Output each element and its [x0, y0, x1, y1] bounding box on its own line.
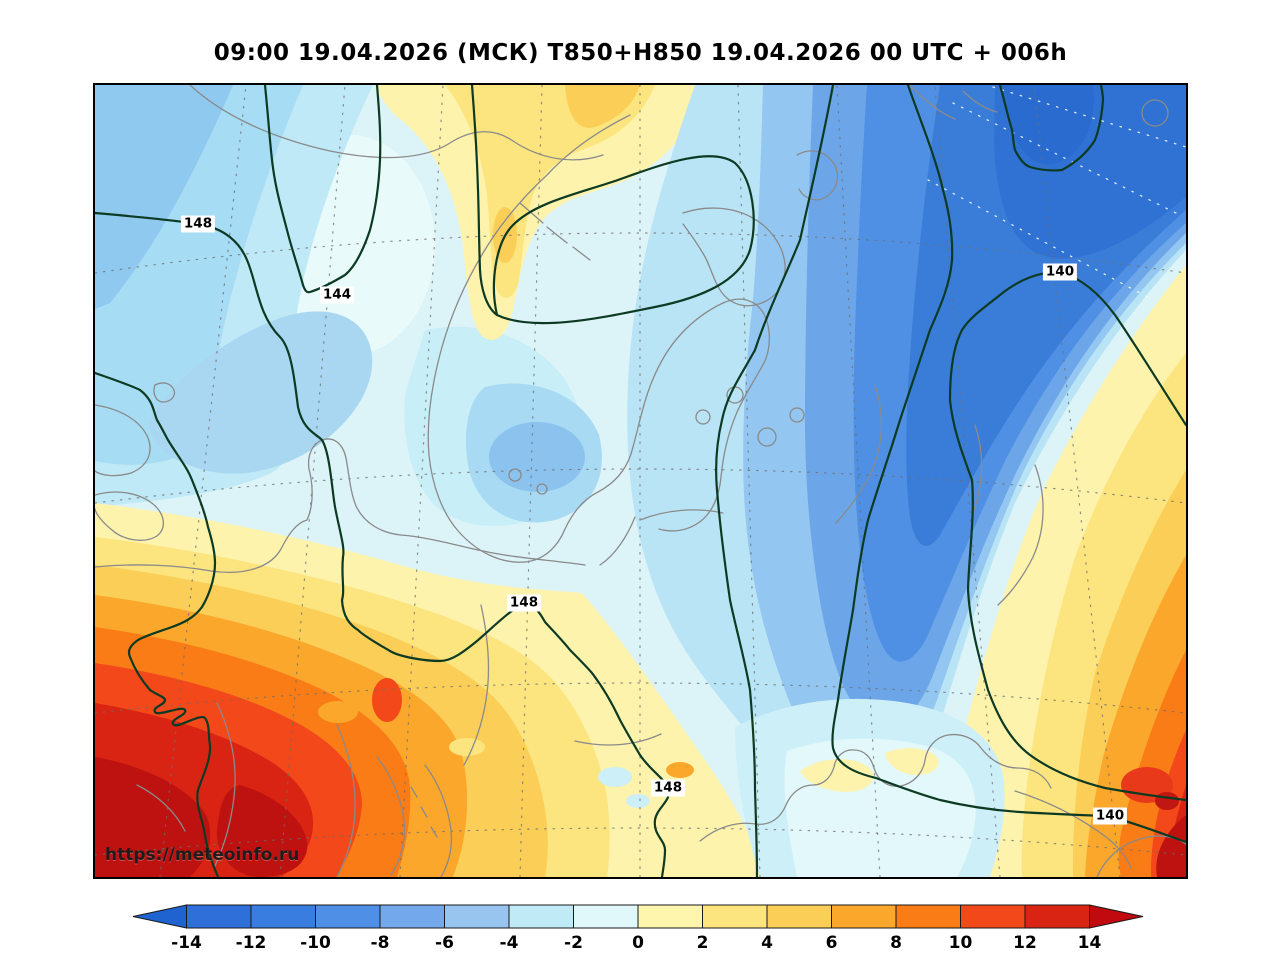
colorbar-segment-9: [766, 904, 832, 929]
colorbar-segment-1: [250, 904, 316, 929]
contour-trough-axis: [714, 85, 835, 877]
colorbar-segment-3: [379, 904, 445, 929]
colorbar-tick-2: 2: [697, 933, 709, 953]
colorbar-segment-13: [1024, 904, 1090, 929]
colorbar-tick-10: 10: [949, 933, 973, 953]
colorbar-tick--2: -2: [564, 933, 583, 953]
contour-baltic-loop: [492, 155, 755, 325]
colorbar-tick--10: -10: [300, 933, 331, 953]
colorbar-segment-7: [637, 904, 703, 929]
colorbar-segment-2: [315, 904, 381, 929]
contour-label-148-0: 148: [180, 215, 216, 233]
colorbar-segment-10: [831, 904, 897, 929]
colorbar-tick--6: -6: [435, 933, 454, 953]
colorbar-left-arrow: [132, 904, 187, 929]
colorbar-segment-0: [186, 904, 252, 929]
contour-label-148-3: 148: [506, 594, 542, 612]
colorbar-tick-4: 4: [761, 933, 773, 953]
colorbar-segment-8: [702, 904, 768, 929]
forecast-map: 148 144 140 148 148 140 https://meteoinfo.ru: [93, 83, 1188, 879]
colorbar-tick-6: 6: [826, 933, 838, 953]
colorbar-tick-12: 12: [1013, 933, 1037, 953]
contour-ne-loop: [998, 85, 1105, 172]
temperature-colorbar: -14 -12 -10 -8 -6 -4 -2 0 2 4 6 8 10 12 14: [132, 904, 1144, 953]
contour-144-arch: [263, 85, 382, 294]
colorbar-right-arrow: [1089, 904, 1144, 929]
colorbar-segment-4: [444, 904, 510, 929]
colorbar-segment-12: [960, 904, 1026, 929]
colorbar-segment-11: [895, 904, 961, 929]
colorbar-tick-14: 14: [1078, 933, 1102, 953]
contour-label-144-1: 144: [319, 286, 355, 304]
map-canvas: [95, 85, 1186, 877]
colorbar-segment-5: [508, 904, 574, 929]
page-title: 09:00 19.04.2026 (МСК) T850+H850 19.04.2…: [213, 40, 1068, 66]
graticule-polar: [927, 86, 1186, 301]
watermark: https://meteoinfo.ru: [105, 845, 300, 865]
contour-label-140-2: 140: [1042, 263, 1078, 281]
contour-148-main: [95, 211, 671, 877]
colorbar-tick-0: 0: [632, 933, 644, 953]
colorbar-tick-8: 8: [890, 933, 902, 953]
colorbar-tick--8: -8: [371, 933, 390, 953]
colorbar-tick--4: -4: [500, 933, 519, 953]
contour-label-148-4: 148: [650, 779, 686, 797]
colorbar-tick--14: -14: [171, 933, 202, 953]
colorbar-segment-6: [573, 904, 639, 929]
contour-baltic-tail: [470, 85, 499, 317]
colorbar-tick--12: -12: [236, 933, 267, 953]
contour-west: [95, 371, 220, 877]
graticule: [95, 85, 1186, 877]
contour-140-long: [831, 85, 1186, 844]
contour-label-140-5: 140: [1092, 807, 1128, 825]
